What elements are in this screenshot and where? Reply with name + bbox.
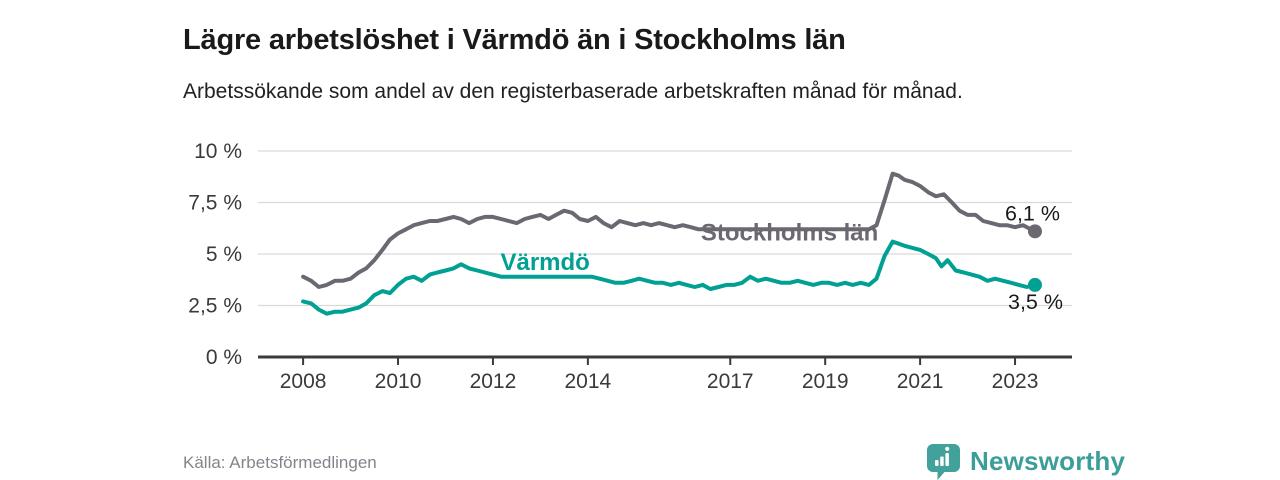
x-axis-tick-label: 2019 — [802, 370, 849, 393]
chart-subtitle: Arbetssökande som andel av den registerb… — [183, 80, 963, 103]
chart-canvas: 10 % 7,5 % 5 % 2,5 % 0 % 2008 2010 2012 2014 2017… — [188, 140, 1072, 393]
x-axis-tick-label: 2021 — [897, 370, 944, 393]
bar-tall — [945, 453, 949, 466]
y-axis-tick-label: 10 % — [194, 140, 242, 163]
y-axis-tick-label: 5 % — [206, 243, 242, 266]
y-axis-tick-label: 7,5 % — [188, 192, 242, 215]
bar-medium — [940, 456, 944, 466]
series-inline-label: Värmdö — [500, 249, 589, 276]
series-end-value-label: 3,5 % — [1008, 290, 1063, 314]
x-axis-tick-label: 2014 — [565, 370, 612, 393]
x-axis-tick-label: 2017 — [707, 370, 754, 393]
newsworthy-wordmark: Newsworthy — [970, 446, 1126, 476]
page-title: Lägre arbetslöshet i Värmdö än i Stockho… — [183, 24, 846, 57]
x-axis-tick-label: 2023 — [992, 370, 1039, 393]
series-line-stockholms-län — [301, 171, 1037, 289]
exclamation-dot — [945, 446, 950, 451]
newsworthy-logo-icon — [927, 444, 960, 480]
series-inline-label: Stockholms län — [701, 219, 878, 246]
x-axis-tick-label: 2010 — [375, 370, 422, 393]
x-axis-tick-label: 2008 — [280, 370, 327, 393]
y-axis-tick-label: 0 % — [206, 346, 242, 369]
series-line-värmdö — [301, 239, 1037, 316]
x-axis-tick-label: 2012 — [470, 370, 517, 393]
series-end-dot — [1027, 277, 1042, 292]
y-axis-tick-label: 2,5 % — [188, 295, 242, 318]
source-credit: Källa: Arbetsförmedlingen — [183, 453, 377, 472]
series-end-value-label: 6,1 % — [1005, 201, 1060, 225]
bar-short — [935, 460, 939, 466]
series-end-dot — [1027, 224, 1042, 239]
